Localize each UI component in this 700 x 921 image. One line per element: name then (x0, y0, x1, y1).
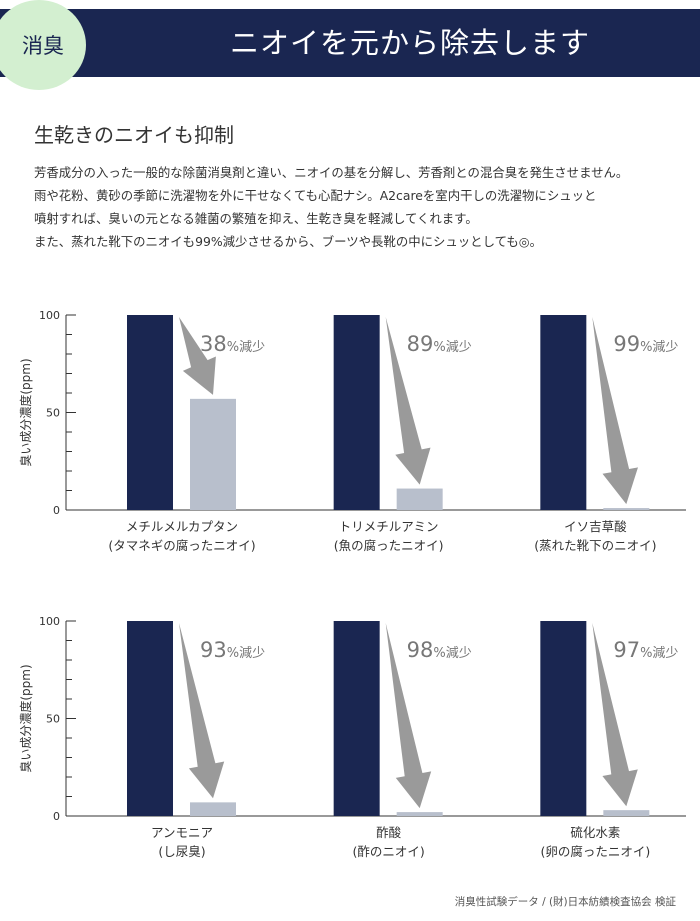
reduction-arrow (385, 623, 432, 809)
category-label: メチルメルカプタン (126, 519, 238, 534)
category-badge: 消臭 (0, 0, 86, 90)
y-axis-label: 臭い成分濃度(ppm) (18, 358, 33, 466)
reduction-arrow (592, 623, 638, 807)
bar-after (396, 488, 443, 510)
y-tick-label: 0 (53, 504, 60, 517)
reduction-arrow (385, 317, 431, 485)
reduction-label: 38%減少 (200, 332, 265, 356)
page-title: ニオイを元から除去します (229, 26, 590, 60)
category-note: (し尿臭) (158, 844, 205, 859)
category-label: 酢酸 (376, 825, 402, 840)
reduction-arrow (179, 623, 225, 799)
header-bar (0, 9, 700, 77)
section-subtitle: 生乾きのニオイも抑制 (34, 123, 234, 147)
y-tick-label: 100 (39, 615, 60, 628)
y-tick-label: 0 (53, 810, 60, 823)
category-note: (酢のニオイ) (353, 844, 425, 859)
bar-after (190, 398, 236, 510)
bar-before (333, 315, 380, 510)
category-label: トリメチルアミン (339, 519, 439, 534)
category-note: (蒸れた靴下のニオイ) (534, 538, 656, 553)
bar-before (127, 621, 173, 816)
bar-before (540, 621, 587, 816)
description-line: 雨や花粉、黄砂の季節に洗濯物を外に干せなくても心配ナシ。A2careを室内干しの… (34, 188, 597, 203)
category-note: (魚の腐ったニオイ) (334, 538, 444, 553)
y-axis-label: 臭い成分濃度(ppm) (18, 664, 33, 772)
reduction-label: 89%減少 (407, 332, 472, 356)
description-line: 芳香成分の入った一般的な除菌消臭剤と違い、ニオイの基を分解し、芳香剤との混合臭を… (34, 165, 629, 180)
reduction-label: 97%減少 (613, 638, 678, 662)
bar-after (603, 810, 650, 816)
bar-after (396, 812, 443, 816)
category-label: イソ吉草酸 (564, 519, 627, 534)
y-tick-label: 50 (46, 407, 60, 420)
bar-before (540, 315, 587, 510)
reduction-label: 99%減少 (613, 332, 678, 356)
y-tick-label: 50 (46, 713, 60, 726)
reduction-arrow (179, 317, 216, 395)
data-source-note: 消臭性試験データ / (財)日本紡績検査協会 検証 (454, 896, 676, 908)
category-note: (卵の腐ったニオイ) (540, 844, 650, 859)
bar-before (127, 315, 173, 510)
description: 芳香成分の入った一般的な除菌消臭剤と違い、ニオイの基を分解し、芳香剤との混合臭を… (34, 161, 684, 253)
y-tick-label: 100 (39, 309, 60, 322)
reduction-label: 93%減少 (200, 638, 265, 662)
reduction-arrow (592, 317, 638, 505)
bar-before (333, 621, 380, 816)
bar-after (603, 508, 650, 510)
category-note: (タマネギの腐ったニオイ) (108, 538, 255, 553)
description-line: 噴射すれば、臭いの元となる雑菌の繁殖を抑え、生乾き臭を軽減してくれます。 (34, 211, 478, 226)
bar-after (190, 802, 236, 816)
reduction-label: 98%減少 (407, 638, 472, 662)
category-label: 硫化水素 (570, 825, 620, 840)
description-line: また、蒸れた靴下のニオイも99%減少させるから、ブーツや長靴の中にシュッとしても… (34, 234, 542, 249)
category-label: アンモニア (151, 825, 213, 840)
